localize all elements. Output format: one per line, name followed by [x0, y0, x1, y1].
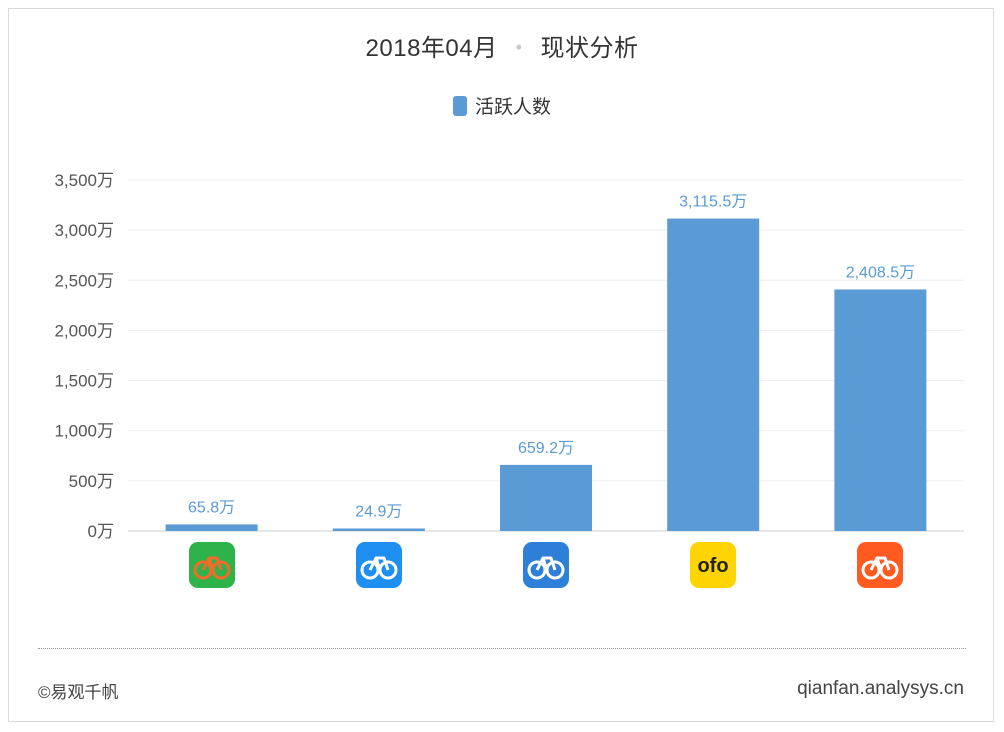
footer-url[interactable]: qianfan.analysys.cn — [797, 678, 964, 699]
green-bike-app-icon — [188, 542, 235, 588]
mobike-app-icon — [857, 542, 904, 588]
title-date: 2018年04月 — [365, 35, 498, 62]
chart-title: 2018年04月 • 现状分析 — [0, 28, 1004, 63]
ofo-app-icon: ofo — [690, 542, 737, 588]
legend-swatch — [452, 95, 467, 116]
blue-bike-app-icon — [355, 542, 402, 588]
bar[interactable] — [834, 289, 927, 531]
bar-value-label: 2,408.5万 — [846, 264, 915, 281]
bar[interactable] — [500, 464, 592, 531]
bar[interactable] — [332, 528, 425, 531]
y-tick-label: 3,000万 — [54, 221, 114, 240]
bar-value-label: 3,115.5万 — [679, 194, 747, 211]
title-subtitle: 现状分析 — [540, 35, 639, 62]
legend[interactable]: 活跃人数 — [0, 92, 1004, 119]
y-tick-label: 1,500万 — [54, 372, 114, 391]
bar-value-label: 24.9万 — [355, 504, 402, 521]
bar-value-label: 659.2万 — [518, 440, 574, 457]
blue-bike-app-icon-2 — [523, 542, 569, 588]
legend-label: 活跃人数 — [474, 97, 551, 118]
bar-value-label: 65.8万 — [188, 499, 235, 516]
y-tick-label: 1,000万 — [54, 422, 114, 441]
y-tick-label: 500万 — [69, 472, 114, 491]
bar[interactable] — [165, 524, 258, 531]
bar[interactable] — [667, 218, 760, 531]
svg-text:ofo: ofo — [698, 555, 729, 577]
footer-divider — [38, 648, 966, 649]
y-tick-label: 3,500万 — [54, 171, 114, 190]
y-tick-label: 2,000万 — [54, 321, 114, 340]
y-tick-label: 2,500万 — [54, 271, 114, 290]
y-tick-label: 0万 — [88, 522, 114, 541]
footer-copyright: ©易观千帆 — [38, 683, 119, 702]
chart-frame — [8, 8, 994, 722]
title-separator: • — [515, 37, 523, 58]
